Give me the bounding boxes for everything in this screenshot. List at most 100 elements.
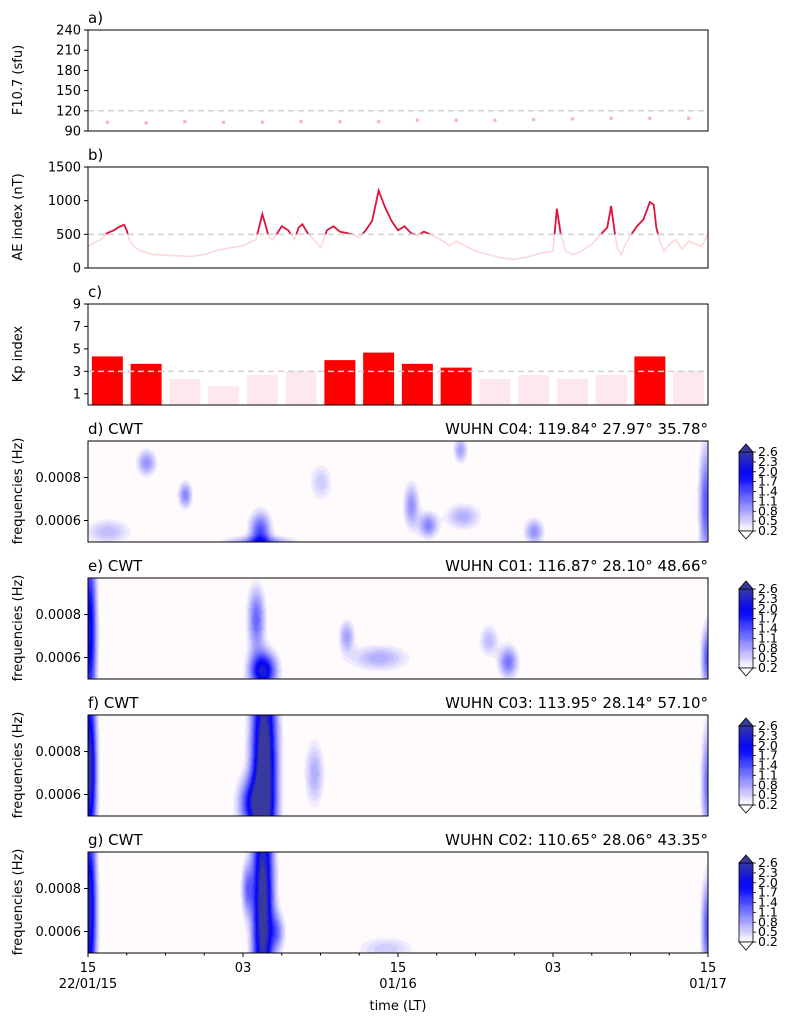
kp-bar	[91, 356, 123, 405]
kp-bar	[324, 360, 356, 405]
panel-b: b) 0 500 1000 1500 AE index (nT)	[11, 146, 709, 277]
y-tick-label: 0.0008	[36, 882, 82, 897]
panel-g-plot	[88, 852, 708, 953]
x-tick-label: 15	[390, 961, 407, 976]
f107-point	[221, 120, 226, 125]
f107-point	[183, 119, 187, 124]
panel-f-station: WUHN C03: 113.95° 28.14° 57.10°	[445, 694, 708, 712]
colorbar-tick-label: 2.6	[758, 581, 778, 596]
kp-bar	[130, 363, 162, 405]
kp-bar	[634, 356, 666, 405]
y-tick-label: 0	[73, 262, 81, 277]
x-tick-date-label: 01/17	[689, 977, 726, 992]
colorbar-extend-max	[738, 580, 754, 590]
panel-d-colorbar: 0.20.50.81.11.41.72.02.32.6	[738, 443, 778, 540]
colorbar-tick-label: 2.0	[758, 601, 778, 616]
y-tick-label: 1500	[48, 161, 81, 176]
x-tick-date-label: 22/01/15	[59, 977, 117, 992]
f107-point	[299, 119, 303, 124]
panel-c-yticks: 1 3 5 7 9	[73, 298, 88, 402]
panel-g-colorbar: 0.20.50.81.11.41.72.02.32.6	[738, 854, 778, 951]
colorbar-tick-label: 2.3	[758, 865, 778, 880]
panel-f-colorbar: 0.20.50.81.11.41.72.02.32.6	[738, 717, 778, 814]
y-tick-label: 0.0008	[36, 745, 82, 760]
y-tick-label: 7	[73, 320, 81, 335]
colorbar-tick-label: 1.4	[758, 895, 778, 910]
panel-d-station: WUHN C04: 119.84° 27.97° 35.78°	[445, 420, 708, 438]
kp-bar	[595, 375, 627, 405]
panel-f-plot	[88, 715, 708, 816]
f107-point	[260, 120, 265, 125]
kp-bar	[556, 378, 588, 405]
panel-d-yticks: 0.0006 0.0008	[36, 471, 88, 529]
f107-point	[570, 117, 575, 121]
colorbar-tick-label: 0.2	[758, 934, 778, 949]
colorbar-tick-label: 0.5	[758, 513, 778, 528]
y-tick-label: 0.0006	[36, 925, 82, 940]
colorbar-tick-label: 1.7	[758, 611, 778, 626]
kp-bar	[673, 371, 705, 405]
panel-g-title: g) CWT	[88, 831, 143, 849]
panel-f-frame	[87, 714, 709, 817]
panel-b-ylabel: AE index (nT)	[11, 173, 26, 260]
f107-point	[531, 117, 536, 122]
panel-e-plot	[88, 578, 708, 679]
colorbar-tick-label: 0.8	[758, 777, 778, 792]
colorbar-tick-label: 2.6	[758, 444, 778, 459]
colorbar-tick-label: 1.7	[758, 474, 778, 489]
colorbar-tick-label: 1.1	[758, 493, 778, 508]
colorbar-extend-min	[738, 941, 754, 951]
f107-point	[144, 121, 148, 125]
colorbar-tick-label: 0.8	[758, 914, 778, 929]
kp-bar	[208, 386, 240, 405]
panel-g-ylabel: frequencies (Hz)	[11, 849, 26, 956]
panel-b-plot	[87, 187, 709, 261]
y-tick-label: 1	[73, 387, 81, 402]
panel-f-title: f) CWT	[88, 694, 139, 712]
colorbar-tick-label: 2.3	[758, 728, 778, 743]
panel-d-frame	[87, 440, 709, 543]
colorbar-tick-label: 1.7	[758, 885, 778, 900]
panel-e-colorbar: 0.20.50.81.11.41.72.02.32.6	[738, 580, 778, 677]
y-tick-label: 0.0008	[36, 608, 82, 623]
colorbar-extend-min	[738, 667, 754, 677]
panel-a-ylabel: F10.7 (sfu)	[11, 45, 26, 115]
colorbar-extend-max	[738, 443, 754, 453]
x-tick-label: 03	[235, 961, 252, 976]
kp-bar	[401, 363, 433, 405]
colorbar-tick-label: 0.8	[758, 640, 778, 655]
kp-bar	[440, 367, 472, 405]
kp-bar	[363, 352, 395, 405]
colorbar-tick-label: 2.6	[758, 855, 778, 870]
kp-bar	[285, 371, 317, 405]
panel-e-station: WUHN C01: 116.87° 28.10° 48.66°	[445, 557, 708, 575]
x-tick-date-label: 01/16	[379, 977, 416, 992]
y-tick-label: 1000	[48, 194, 81, 209]
y-tick-label: 0.0008	[36, 471, 82, 486]
colorbar-tick-label: 2.6	[758, 718, 778, 733]
panel-f-yticks: 0.0006 0.0008	[36, 745, 88, 803]
panel-c-plot	[88, 352, 708, 405]
y-tick-label: 9	[73, 298, 81, 313]
colorbar-tick-label: 1.4	[758, 621, 778, 636]
y-tick-label: 500	[56, 228, 81, 243]
panel-e-frame	[87, 577, 709, 680]
panel-g: g) CWT WUHN C02: 110.65° 28.06° 43.35° 0…	[11, 831, 778, 955]
cwt-heatmap	[88, 715, 708, 816]
panel-b-yticks: 0 500 1000 1500	[48, 161, 88, 277]
colorbar-extend-min	[738, 530, 754, 540]
x-tick-label: 15	[80, 961, 97, 976]
colorbar-tick-label: 0.5	[758, 787, 778, 802]
colorbar-extend-min	[738, 804, 754, 814]
panel-d: d) CWT WUHN C04: 119.84° 27.97° 35.78° 0…	[11, 420, 778, 544]
y-tick-label: 120	[56, 104, 81, 119]
f107-point	[686, 116, 691, 121]
colorbar-tick-label: 0.8	[758, 503, 778, 518]
panel-c-ylabel: Kp index	[11, 325, 26, 382]
colorbar-tick-label: 2.0	[758, 738, 778, 753]
cwt-heatmap	[88, 578, 708, 679]
f107-point	[338, 119, 342, 124]
x-axis-label: time (LT)	[369, 999, 426, 1014]
colorbar-tick-label: 0.5	[758, 650, 778, 665]
